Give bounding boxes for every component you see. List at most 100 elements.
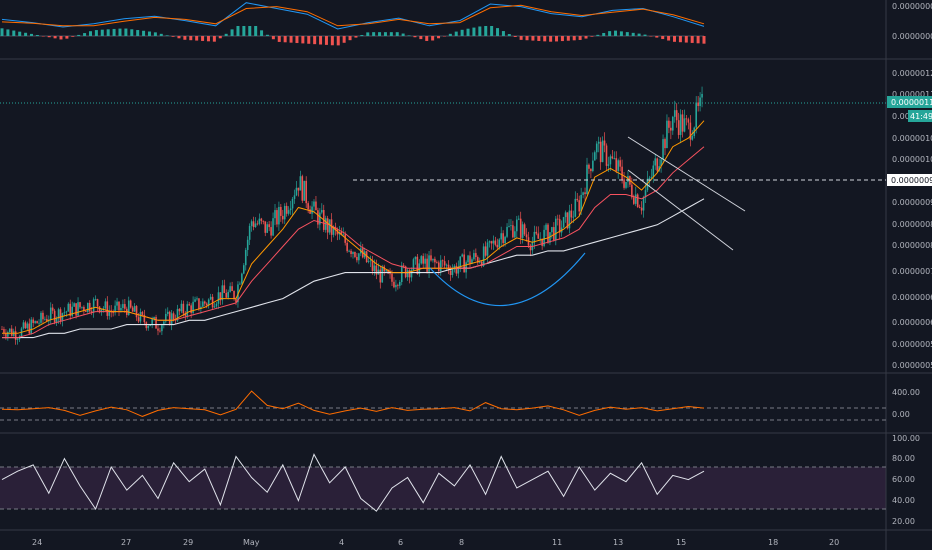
candle-body	[260, 218, 263, 221]
macd-histogram-bar	[112, 28, 116, 36]
candle-body	[46, 318, 48, 322]
candle-body	[10, 328, 13, 336]
candle-body	[244, 249, 247, 266]
candle-body	[289, 208, 292, 211]
candle-body	[172, 313, 175, 320]
candle-body	[672, 116, 674, 131]
candle-body	[675, 110, 678, 121]
candle-body	[399, 282, 401, 286]
candle-body	[510, 225, 512, 227]
price-tick-label: 0.00000068	[892, 293, 932, 302]
macd-histogram-bar	[342, 36, 346, 43]
candle-body	[223, 285, 226, 293]
candle-body	[588, 164, 590, 169]
candle-body	[139, 311, 142, 322]
candle-body	[16, 339, 19, 341]
candle-body	[439, 260, 442, 271]
candle-body	[180, 303, 183, 312]
candle-body	[196, 298, 198, 300]
macd-histogram-bar	[142, 30, 146, 36]
candle-body	[516, 219, 518, 232]
candle-body	[393, 281, 395, 288]
macd-histogram-bar	[100, 29, 104, 36]
macd-histogram-bar	[519, 36, 523, 40]
candle-body	[441, 260, 444, 262]
macd-histogram-bar	[619, 31, 623, 36]
candle-body	[428, 255, 430, 272]
candle-body	[248, 225, 251, 240]
candle-body	[457, 266, 460, 274]
candle-body	[342, 234, 345, 236]
macd-histogram-bar	[324, 36, 328, 45]
macd-histogram-bar	[118, 28, 122, 36]
candle-body	[570, 210, 573, 218]
candle-body	[213, 306, 216, 308]
candle-body	[114, 305, 116, 313]
macd-histogram-bar	[637, 33, 641, 36]
macd-histogram-bar	[65, 36, 69, 39]
candle-body	[564, 212, 567, 218]
cup-arc-drawing[interactable]	[429, 252, 586, 307]
time-axis[interactable]: 24 27 29 May 4 6 8 11 13 15 18 20	[32, 538, 839, 547]
macd-histogram-bar	[431, 36, 435, 41]
flag-lower-trendline[interactable]	[627, 169, 734, 251]
candle-body	[96, 299, 99, 307]
candle-body	[461, 254, 463, 257]
moving-average-long	[2, 198, 705, 339]
candle-body	[18, 337, 21, 340]
candle-body	[621, 166, 623, 180]
candle-body	[235, 298, 237, 303]
candle-body	[155, 317, 157, 329]
candle-body	[141, 311, 144, 315]
price-tick-label: 0.00000100	[892, 155, 932, 164]
macd-histogram-bar	[165, 35, 169, 36]
candle-body	[131, 307, 134, 312]
macd-histogram-bar	[295, 36, 299, 44]
cci-tick-label: 0.00	[892, 410, 910, 419]
rsi-tick-label: 80.00	[892, 454, 915, 463]
macd-histogram-bar	[460, 29, 464, 36]
candle-body	[406, 270, 409, 278]
macd-histogram-bar	[183, 36, 187, 40]
candle-body	[268, 224, 270, 228]
macd-tick-label: 0.00000000	[892, 32, 932, 41]
macd-histogram-bar	[419, 36, 423, 40]
candle-body	[202, 301, 204, 307]
macd-histogram-bar	[608, 31, 612, 36]
candle-body	[371, 260, 374, 272]
candle-body	[200, 306, 202, 309]
candle-body	[599, 141, 602, 163]
rsi-line	[1, 453, 705, 512]
candle-body	[640, 207, 643, 211]
macd-histogram-bar	[218, 36, 222, 39]
macd-histogram-bar	[83, 33, 87, 36]
candle-body	[225, 292, 228, 298]
macd-histogram-bar	[372, 32, 376, 36]
price-tick-label: 0.00000115	[892, 90, 932, 99]
candle-body	[613, 158, 616, 159]
candle-body	[309, 209, 311, 214]
candle-body	[478, 261, 481, 263]
flag-upper-trendline[interactable]	[627, 136, 746, 212]
macd-histogram-bar	[29, 33, 33, 36]
candle-body	[465, 262, 467, 273]
candle-body	[40, 312, 42, 323]
macd-histogram-bar	[525, 36, 529, 41]
candle-body	[397, 284, 399, 286]
candle-body	[521, 224, 524, 238]
macd-histogram-bar	[366, 32, 370, 36]
candle-body	[592, 160, 594, 172]
macd-histogram-bar	[24, 32, 28, 36]
candle-body	[414, 256, 417, 260]
candle-body	[303, 180, 306, 201]
candle-body	[488, 241, 491, 243]
candle-body	[566, 212, 569, 229]
candle-body	[642, 197, 645, 211]
macd-histogram-bar	[153, 32, 157, 36]
candle-body	[424, 258, 426, 264]
candle-body	[595, 143, 598, 153]
candle-body	[609, 156, 612, 165]
candle-body	[44, 318, 46, 320]
candle-body	[691, 135, 694, 140]
